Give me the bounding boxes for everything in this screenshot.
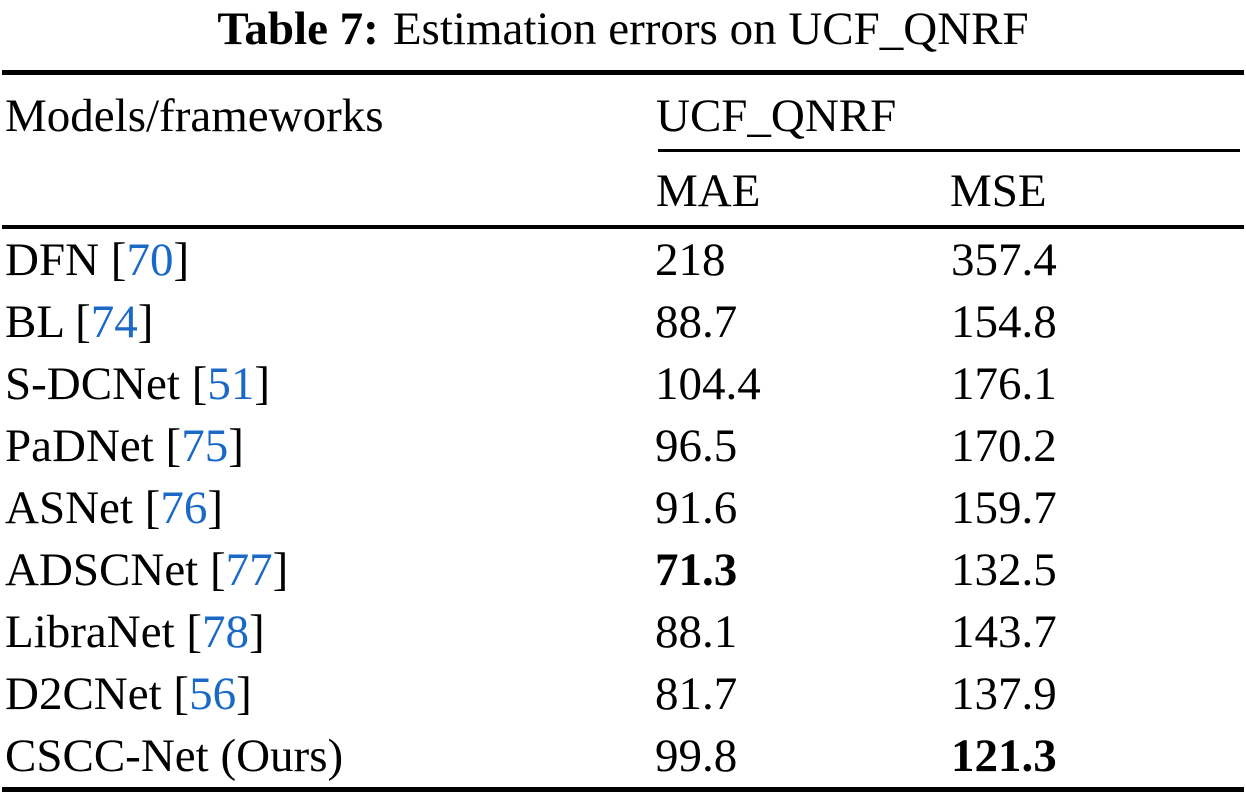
table-row-cscc-net-ours: CSCC-Net (Ours) 99.8 121.3 <box>0 725 1246 787</box>
mae-cell: 88.7 <box>655 296 738 348</box>
citation-link[interactable]: 51 <box>207 358 255 410</box>
table-caption-label: Table 7: <box>217 3 379 55</box>
mae-cell: 91.6 <box>655 482 738 534</box>
mae-cell: 99.8 <box>655 730 738 782</box>
table-row-dfn: DFN [70] 218 357.4 <box>0 229 1246 291</box>
mae-cell: 218 <box>655 234 726 286</box>
mae-cell-best: 71.3 <box>655 544 738 596</box>
citation-link[interactable]: 78 <box>202 606 250 658</box>
mae-cell: 104.4 <box>655 358 761 410</box>
citation-link[interactable]: 76 <box>160 482 208 534</box>
citation-link[interactable]: 70 <box>126 234 174 286</box>
mse-cell: 357.4 <box>951 234 1057 286</box>
column-header-mse: MSE <box>950 165 1047 217</box>
mse-cell-best: 121.3 <box>951 730 1057 782</box>
table-row-bl: BL [74] 88.7 154.8 <box>0 291 1246 353</box>
model-cell: LibraNet [78] <box>5 606 265 658</box>
model-cell: D2CNet [56] <box>5 668 252 720</box>
table-row-sdcnet: S-DCNet [51] 104.4 176.1 <box>0 353 1246 415</box>
mae-cell: 81.7 <box>655 668 738 720</box>
mse-cell: 132.5 <box>951 544 1057 596</box>
model-cell: ADSCNet [77] <box>5 544 289 596</box>
mae-cell: 96.5 <box>655 420 738 472</box>
table-caption: Table 7: Estimation errors on UCF_QNRF <box>0 0 1246 58</box>
mse-cell: 176.1 <box>951 358 1057 410</box>
mse-cell: 170.2 <box>951 420 1057 472</box>
table-row-padnet: PaDNet [75] 96.5 170.2 <box>0 415 1246 477</box>
top-rule <box>2 70 1244 75</box>
mid-rule <box>2 225 1244 229</box>
column-header-models: Models/frameworks <box>5 90 384 142</box>
mse-cell: 143.7 <box>951 606 1057 658</box>
model-cell: S-DCNet [51] <box>5 358 270 410</box>
mse-cell: 137.9 <box>951 668 1057 720</box>
model-cell: DFN [70] <box>5 234 190 286</box>
model-cell: ASNet [76] <box>5 482 223 534</box>
citation-link[interactable]: 56 <box>189 668 237 720</box>
column-group-header-ucf-qnrf: UCF_QNRF <box>656 90 897 142</box>
mae-cell: 88.1 <box>655 606 738 658</box>
table-row-adscnet: ADSCNet [77] 71.3 132.5 <box>0 539 1246 601</box>
table-caption-text: Estimation errors on UCF_QNRF <box>392 3 1029 55</box>
group-header-rule <box>658 149 1240 152</box>
table-body: DFN [70] 218 357.4 BL [74] 88.7 154.8 S-… <box>0 229 1246 787</box>
table-row-d2cnet: D2CNet [56] 81.7 137.9 <box>0 663 1246 725</box>
model-cell: BL [74] <box>5 296 154 348</box>
citation-link[interactable]: 75 <box>181 420 229 472</box>
table-row-libranet: LibraNet [78] 88.1 143.7 <box>0 601 1246 663</box>
bottom-rule <box>2 787 1244 792</box>
citation-link[interactable]: 74 <box>90 296 138 348</box>
model-cell: PaDNet [75] <box>5 420 244 472</box>
citation-link[interactable]: 77 <box>225 544 273 596</box>
model-cell: CSCC-Net (Ours) <box>5 730 344 782</box>
mse-cell: 159.7 <box>951 482 1057 534</box>
table-row-asnet: ASNet [76] 91.6 159.7 <box>0 477 1246 539</box>
mse-cell: 154.8 <box>951 296 1057 348</box>
column-header-mae: MAE <box>656 165 761 217</box>
